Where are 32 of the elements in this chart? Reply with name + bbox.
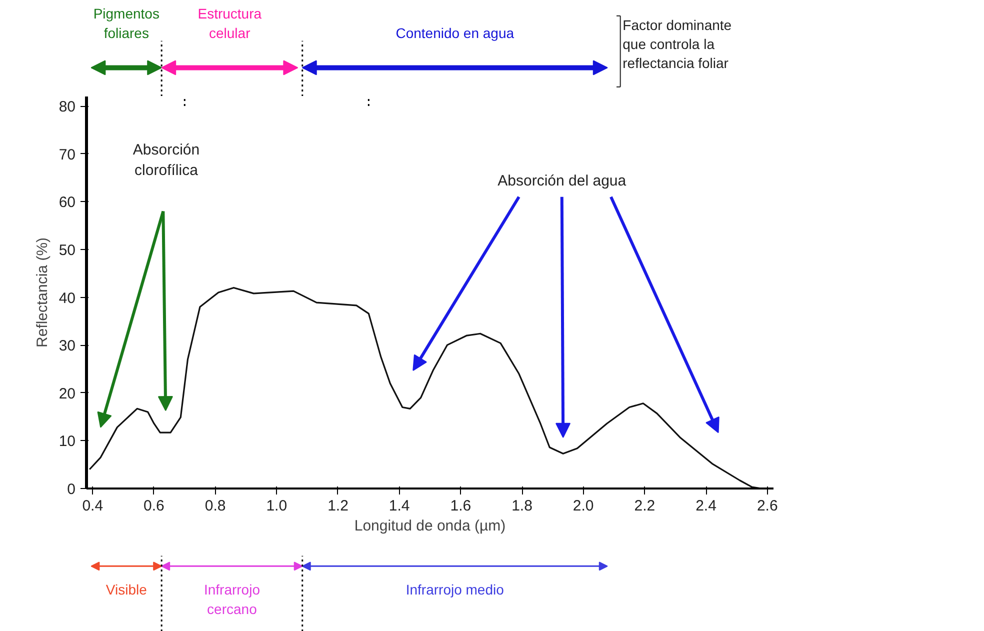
- text: Factor dominante que controla la reflectancia foliar: [622, 16, 732, 72]
- x-tick-label: 0.8: [204, 498, 226, 514]
- x-tick-label: 1.0: [266, 498, 288, 514]
- y-tick-label: 40: [58, 290, 76, 307]
- y-axis-title: Reflectancia (%): [34, 237, 51, 348]
- text: Estructura celular: [198, 6, 262, 41]
- text: Contenido en agua: [396, 24, 514, 41]
- y-tick-label: 0: [67, 481, 76, 498]
- y-tick-label: 10: [58, 433, 76, 450]
- x-tick-label: 0.4: [82, 498, 104, 514]
- x-tick-label: 1.8: [512, 498, 532, 514]
- text: Pigmentos foliares: [93, 6, 160, 41]
- x-tick-label: 2.4: [696, 498, 716, 514]
- y-tick-label: 30: [58, 338, 76, 355]
- x-axis-title: Longitud de onda (µm): [354, 518, 506, 534]
- x-tick-label: 1.6: [450, 498, 472, 514]
- y-tick-label: 80: [58, 98, 76, 116]
- x-tick-label: 0.6: [144, 498, 164, 514]
- y-tick-label: 60: [58, 194, 76, 212]
- x-tick-label: 1.2: [328, 498, 348, 514]
- text: Infrarrojo medio: [406, 582, 504, 598]
- y-tick-label: 20: [58, 385, 76, 402]
- x-tick-label: 1.4: [388, 498, 410, 514]
- annotation: Absorción del agua: [498, 172, 627, 190]
- x-tick-label: 2.0: [572, 498, 594, 514]
- annotation: Absorción clorofílica: [132, 141, 200, 179]
- x-tick-label: 2.2: [634, 498, 656, 514]
- y-tick-label: 50: [58, 242, 76, 259]
- y-tick-label: 70: [58, 146, 76, 164]
- text: Visible: [106, 582, 148, 598]
- x-tick-label: 2.6: [756, 498, 778, 514]
- text: Infrarrojo cercano: [204, 582, 260, 617]
